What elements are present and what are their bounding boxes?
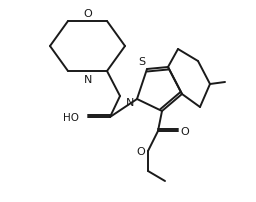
Text: HO: HO <box>63 113 79 122</box>
Text: O: O <box>137 146 145 156</box>
Text: N: N <box>84 75 92 85</box>
Text: S: S <box>138 57 146 67</box>
Text: O: O <box>84 9 92 19</box>
Text: O: O <box>181 126 189 136</box>
Text: N: N <box>126 98 134 107</box>
